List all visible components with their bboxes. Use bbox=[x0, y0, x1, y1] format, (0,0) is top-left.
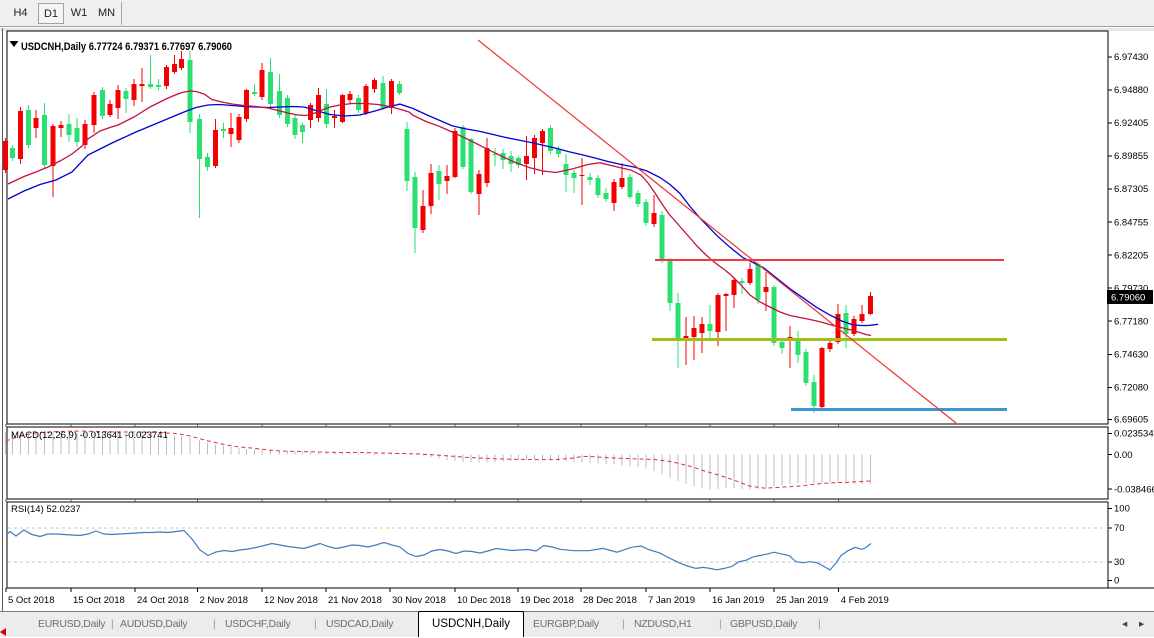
svg-text:10 Dec 2018: 10 Dec 2018 bbox=[457, 595, 511, 606]
svg-text:6.94880: 6.94880 bbox=[1114, 85, 1148, 96]
svg-text:4 Feb 2019: 4 Feb 2019 bbox=[841, 595, 889, 606]
svg-text:19 Dec 2018: 19 Dec 2018 bbox=[520, 595, 574, 606]
svg-text:28 Dec 2018: 28 Dec 2018 bbox=[583, 595, 637, 606]
svg-text:6.92405: 6.92405 bbox=[1114, 118, 1148, 129]
svg-text:6.74630: 6.74630 bbox=[1114, 350, 1148, 361]
svg-text:6.69605: 6.69605 bbox=[1114, 415, 1148, 426]
svg-text:24 Oct 2018: 24 Oct 2018 bbox=[137, 595, 189, 606]
svg-text:30 Nov 2018: 30 Nov 2018 bbox=[392, 595, 446, 606]
svg-text:16 Jan 2019: 16 Jan 2019 bbox=[712, 595, 764, 606]
svg-text:0.023534: 0.023534 bbox=[1114, 429, 1154, 440]
svg-text:-0.038466: -0.038466 bbox=[1114, 484, 1154, 495]
svg-text:6.82205: 6.82205 bbox=[1114, 250, 1148, 261]
svg-text:70: 70 bbox=[1114, 523, 1125, 534]
svg-text:6.87305: 6.87305 bbox=[1114, 184, 1148, 195]
svg-text:7 Jan 2019: 7 Jan 2019 bbox=[648, 595, 695, 606]
svg-text:12 Nov 2018: 12 Nov 2018 bbox=[264, 595, 318, 606]
svg-text:30: 30 bbox=[1114, 557, 1125, 568]
svg-text:6.79730: 6.79730 bbox=[1114, 283, 1148, 294]
svg-text:15 Oct 2018: 15 Oct 2018 bbox=[73, 595, 125, 606]
svg-text:21 Nov 2018: 21 Nov 2018 bbox=[328, 595, 382, 606]
svg-text:5 Oct 2018: 5 Oct 2018 bbox=[8, 595, 54, 606]
svg-text:2 Nov 2018: 2 Nov 2018 bbox=[200, 595, 249, 606]
svg-text:6.97430: 6.97430 bbox=[1114, 52, 1148, 63]
svg-text:6.79060: 6.79060 bbox=[1111, 293, 1145, 304]
svg-text:6.72080: 6.72080 bbox=[1114, 383, 1148, 394]
svg-text:RSI(14) 52.0237: RSI(14) 52.0237 bbox=[11, 504, 81, 515]
svg-text:MACD(12,26,9) -0.013641 -0.023: MACD(12,26,9) -0.013641 -0.023741 bbox=[11, 430, 168, 441]
svg-text:100: 100 bbox=[1114, 504, 1130, 515]
svg-text:6.77180: 6.77180 bbox=[1114, 316, 1148, 327]
svg-text:25 Jan 2019: 25 Jan 2019 bbox=[776, 595, 828, 606]
svg-text:USDCNH,Daily 6.77724 6.79371: USDCNH,Daily 6.77724 6.79371 6.77697 6.7… bbox=[21, 41, 232, 53]
svg-text:6.89855: 6.89855 bbox=[1114, 151, 1148, 162]
svg-text:0.00: 0.00 bbox=[1114, 450, 1133, 461]
svg-text:6.84755: 6.84755 bbox=[1114, 217, 1148, 228]
svg-text:0: 0 bbox=[1114, 576, 1119, 587]
